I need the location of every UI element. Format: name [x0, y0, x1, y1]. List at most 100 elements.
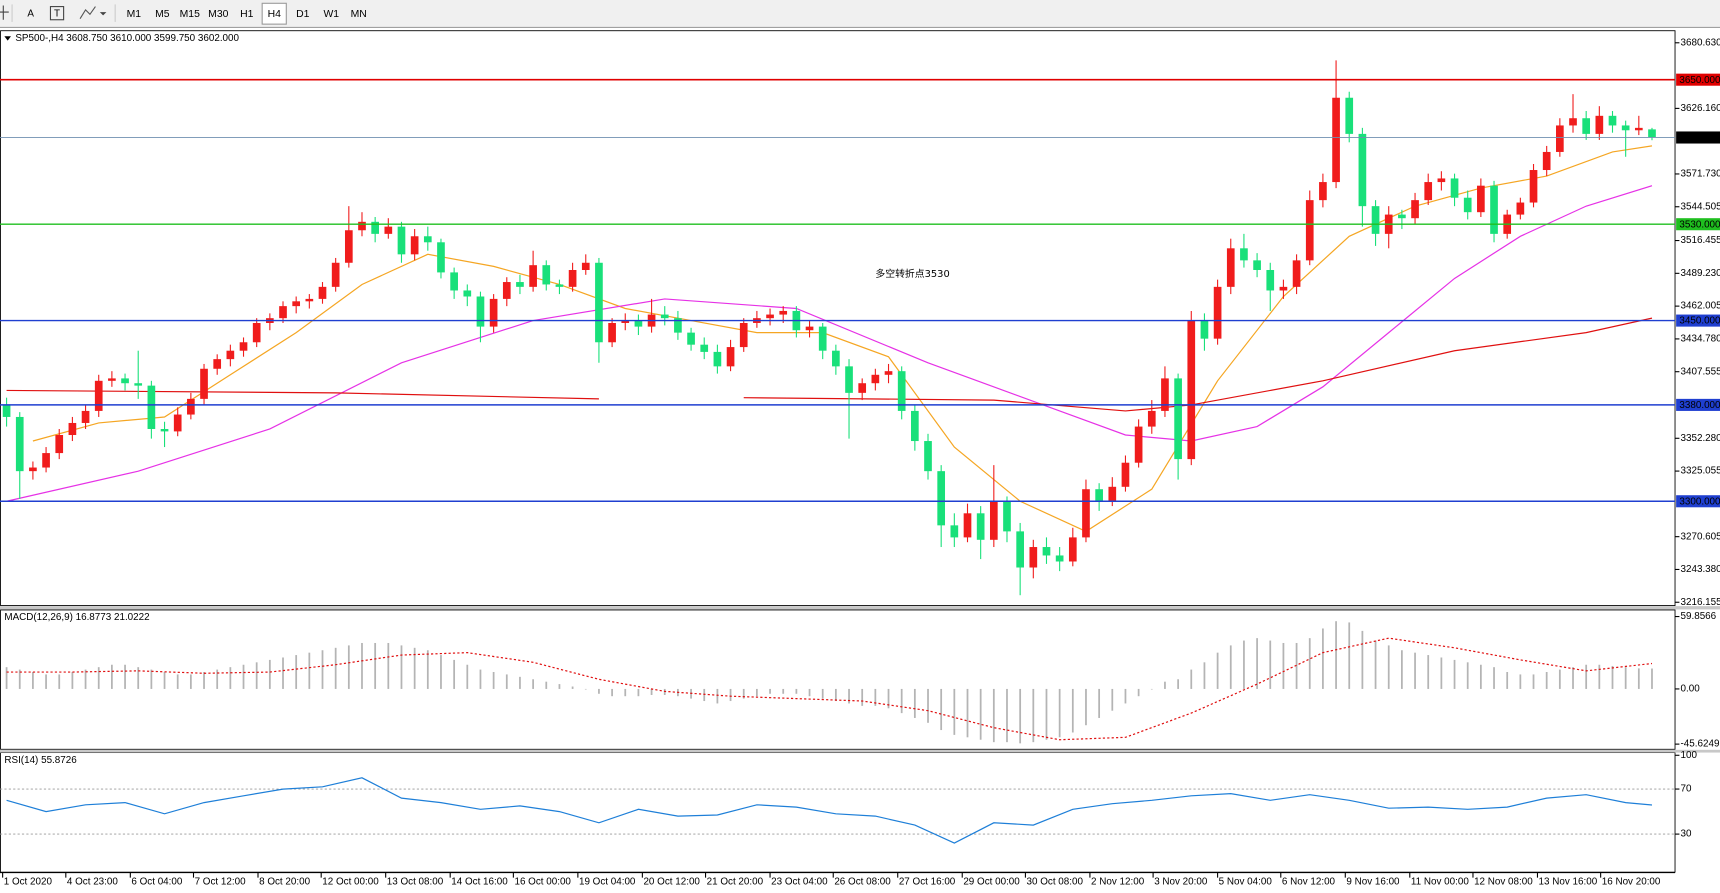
- candle-body: [1582, 118, 1591, 134]
- macd-bar: [1045, 688, 1048, 740]
- x-tick-label: 7 Oct 12:00: [195, 877, 246, 888]
- candle-body: [344, 230, 353, 263]
- label-tool-box[interactable]: [49, 6, 65, 21]
- candle-body: [634, 320, 643, 327]
- candle-body: [1016, 531, 1024, 568]
- candle-body: [976, 513, 985, 540]
- candle-body: [660, 314, 669, 319]
- candle-body: [1569, 118, 1577, 126]
- text-tool[interactable]: A: [27, 8, 34, 19]
- timeframe-button[interactable]: M15: [180, 9, 200, 20]
- macd-bar: [1322, 628, 1324, 689]
- macd-bar: [900, 688, 903, 714]
- macd-bar: [216, 669, 219, 689]
- candle-body: [713, 351, 722, 367]
- macd-bar: [545, 681, 548, 689]
- timeframe-button[interactable]: H1: [240, 9, 254, 20]
- candle-body: [1634, 127, 1643, 131]
- candle-body: [529, 265, 537, 287]
- panel-frame: [0, 30, 1676, 607]
- candle-body: [331, 262, 340, 287]
- macd-bar: [756, 688, 758, 697]
- candle-body: [1003, 501, 1011, 532]
- macd-bar: [979, 688, 982, 740]
- candle-body: [1345, 97, 1354, 134]
- macd-bar: [1506, 672, 1509, 689]
- candle-body: [621, 320, 630, 323]
- active-button[interactable]: [261, 2, 287, 25]
- moving-average: [32, 145, 1653, 533]
- candle-body: [42, 453, 50, 468]
- candle-body: [55, 435, 64, 454]
- price-tag-label: 3530.000: [1679, 219, 1720, 230]
- x-tick-label: 20 Oct 12:00: [643, 877, 700, 888]
- macd-bar: [782, 688, 785, 694]
- candle-body: [1108, 486, 1117, 502]
- macd-bar: [1111, 688, 1114, 711]
- candle-body: [700, 344, 709, 352]
- candle-body: [410, 236, 419, 255]
- x-tick-label: 23 Oct 04:00: [771, 877, 828, 888]
- macd-bar: [163, 672, 166, 689]
- price-tag: [1676, 398, 1720, 411]
- macd-bar: [992, 688, 995, 743]
- macd-bar: [84, 669, 87, 689]
- macd-bar: [440, 655, 442, 689]
- panel-separator: [0, 749, 1720, 753]
- macd-bar: [834, 688, 837, 702]
- timeframe-button[interactable]: M5: [155, 9, 170, 20]
- candle-body: [213, 359, 222, 369]
- x-tick-label: 11 Nov 00:00: [1411, 877, 1469, 888]
- candle-body: [15, 416, 24, 472]
- macd-bar: [361, 642, 363, 689]
- x-tick-label: 6 Nov 12:00: [1282, 877, 1336, 888]
- objects-icon[interactable]: [79, 6, 96, 19]
- candle-body: [1608, 115, 1617, 126]
- candle-body: [818, 326, 827, 351]
- label-tool[interactable]: T: [54, 8, 60, 19]
- candle-body: [147, 385, 156, 429]
- candle-body: [726, 347, 735, 367]
- macd-bar: [1624, 667, 1627, 689]
- timeframe-button[interactable]: M1: [127, 9, 142, 20]
- candle-body: [937, 471, 946, 526]
- macd-bar: [334, 647, 337, 689]
- candle-body: [858, 383, 867, 393]
- macd-bar: [1124, 688, 1127, 704]
- candle-body: [384, 226, 393, 234]
- crosshair-icon[interactable]: [0, 5, 9, 20]
- macd-bar: [598, 688, 600, 694]
- candle-body: [476, 296, 485, 327]
- macd-bar: [913, 688, 916, 718]
- candle-body: [29, 467, 37, 472]
- candle-body: [687, 332, 695, 345]
- candle-body: [397, 226, 406, 255]
- macd-bar: [966, 688, 969, 738]
- macd-bar: [150, 669, 153, 689]
- candle-body: [1424, 182, 1433, 201]
- dropdown-icon[interactable]: [99, 12, 107, 16]
- candle-body: [318, 286, 327, 299]
- macd-bar: [321, 650, 324, 689]
- macd-bar: [505, 674, 508, 689]
- macd-bar: [953, 688, 956, 735]
- chart-title: SP500-,H4 3608.750 3610.000 3599.750 360…: [15, 33, 239, 44]
- timeframe-button[interactable]: H4: [268, 9, 282, 20]
- y-tick-label: 3489.230: [1681, 268, 1720, 279]
- candle-body: [1358, 133, 1367, 207]
- x-tick-label: 26 Oct 08:00: [834, 877, 891, 888]
- macd-bar: [795, 688, 798, 694]
- timeframe-button[interactable]: MN: [351, 9, 367, 20]
- price-tag-label: 3650.000: [1679, 75, 1720, 86]
- candle-body: [1042, 547, 1051, 556]
- y-tick-label: 3243.380: [1681, 564, 1720, 575]
- price-tag: [1676, 131, 1720, 144]
- macd-bar: [229, 667, 232, 689]
- price-tag: [1676, 73, 1720, 86]
- timeframe-button[interactable]: M30: [208, 9, 228, 20]
- timeframe-button[interactable]: W1: [323, 9, 339, 20]
- candle-body: [1529, 170, 1538, 203]
- timeframe-button[interactable]: D1: [296, 9, 310, 20]
- macd-bar: [479, 669, 482, 689]
- macd-bar: [137, 667, 140, 689]
